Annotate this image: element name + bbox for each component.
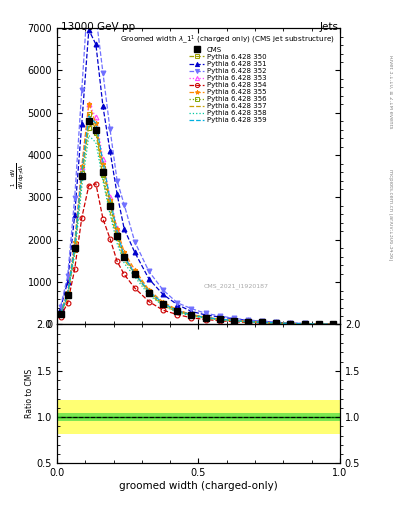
X-axis label: groomed width (charged-only): groomed width (charged-only) (119, 481, 278, 491)
Y-axis label: Ratio to CMS: Ratio to CMS (25, 369, 34, 418)
Text: Jets: Jets (320, 22, 339, 32)
Y-axis label: $\frac{1}{\mathrm{d}N}\frac{\mathrm{d}N}{\mathrm{d}p_T \mathrm{d}\lambda}$: $\frac{1}{\mathrm{d}N}\frac{\mathrm{d}N}… (9, 163, 26, 189)
Text: CMS_2021_I1920187: CMS_2021_I1920187 (204, 283, 269, 289)
Text: mcplots.cern.ch [arXiv:1306.3436]: mcplots.cern.ch [arXiv:1306.3436] (388, 169, 393, 261)
Text: 13000 GeV pp: 13000 GeV pp (61, 22, 135, 32)
Legend: CMS, Pythia 6.428 350, Pythia 6.428 351, Pythia 6.428 352, Pythia 6.428 353, Pyt: CMS, Pythia 6.428 350, Pythia 6.428 351,… (119, 32, 336, 124)
Text: Rivet 3.1.10, ≥ 2.1M events: Rivet 3.1.10, ≥ 2.1M events (388, 55, 393, 129)
